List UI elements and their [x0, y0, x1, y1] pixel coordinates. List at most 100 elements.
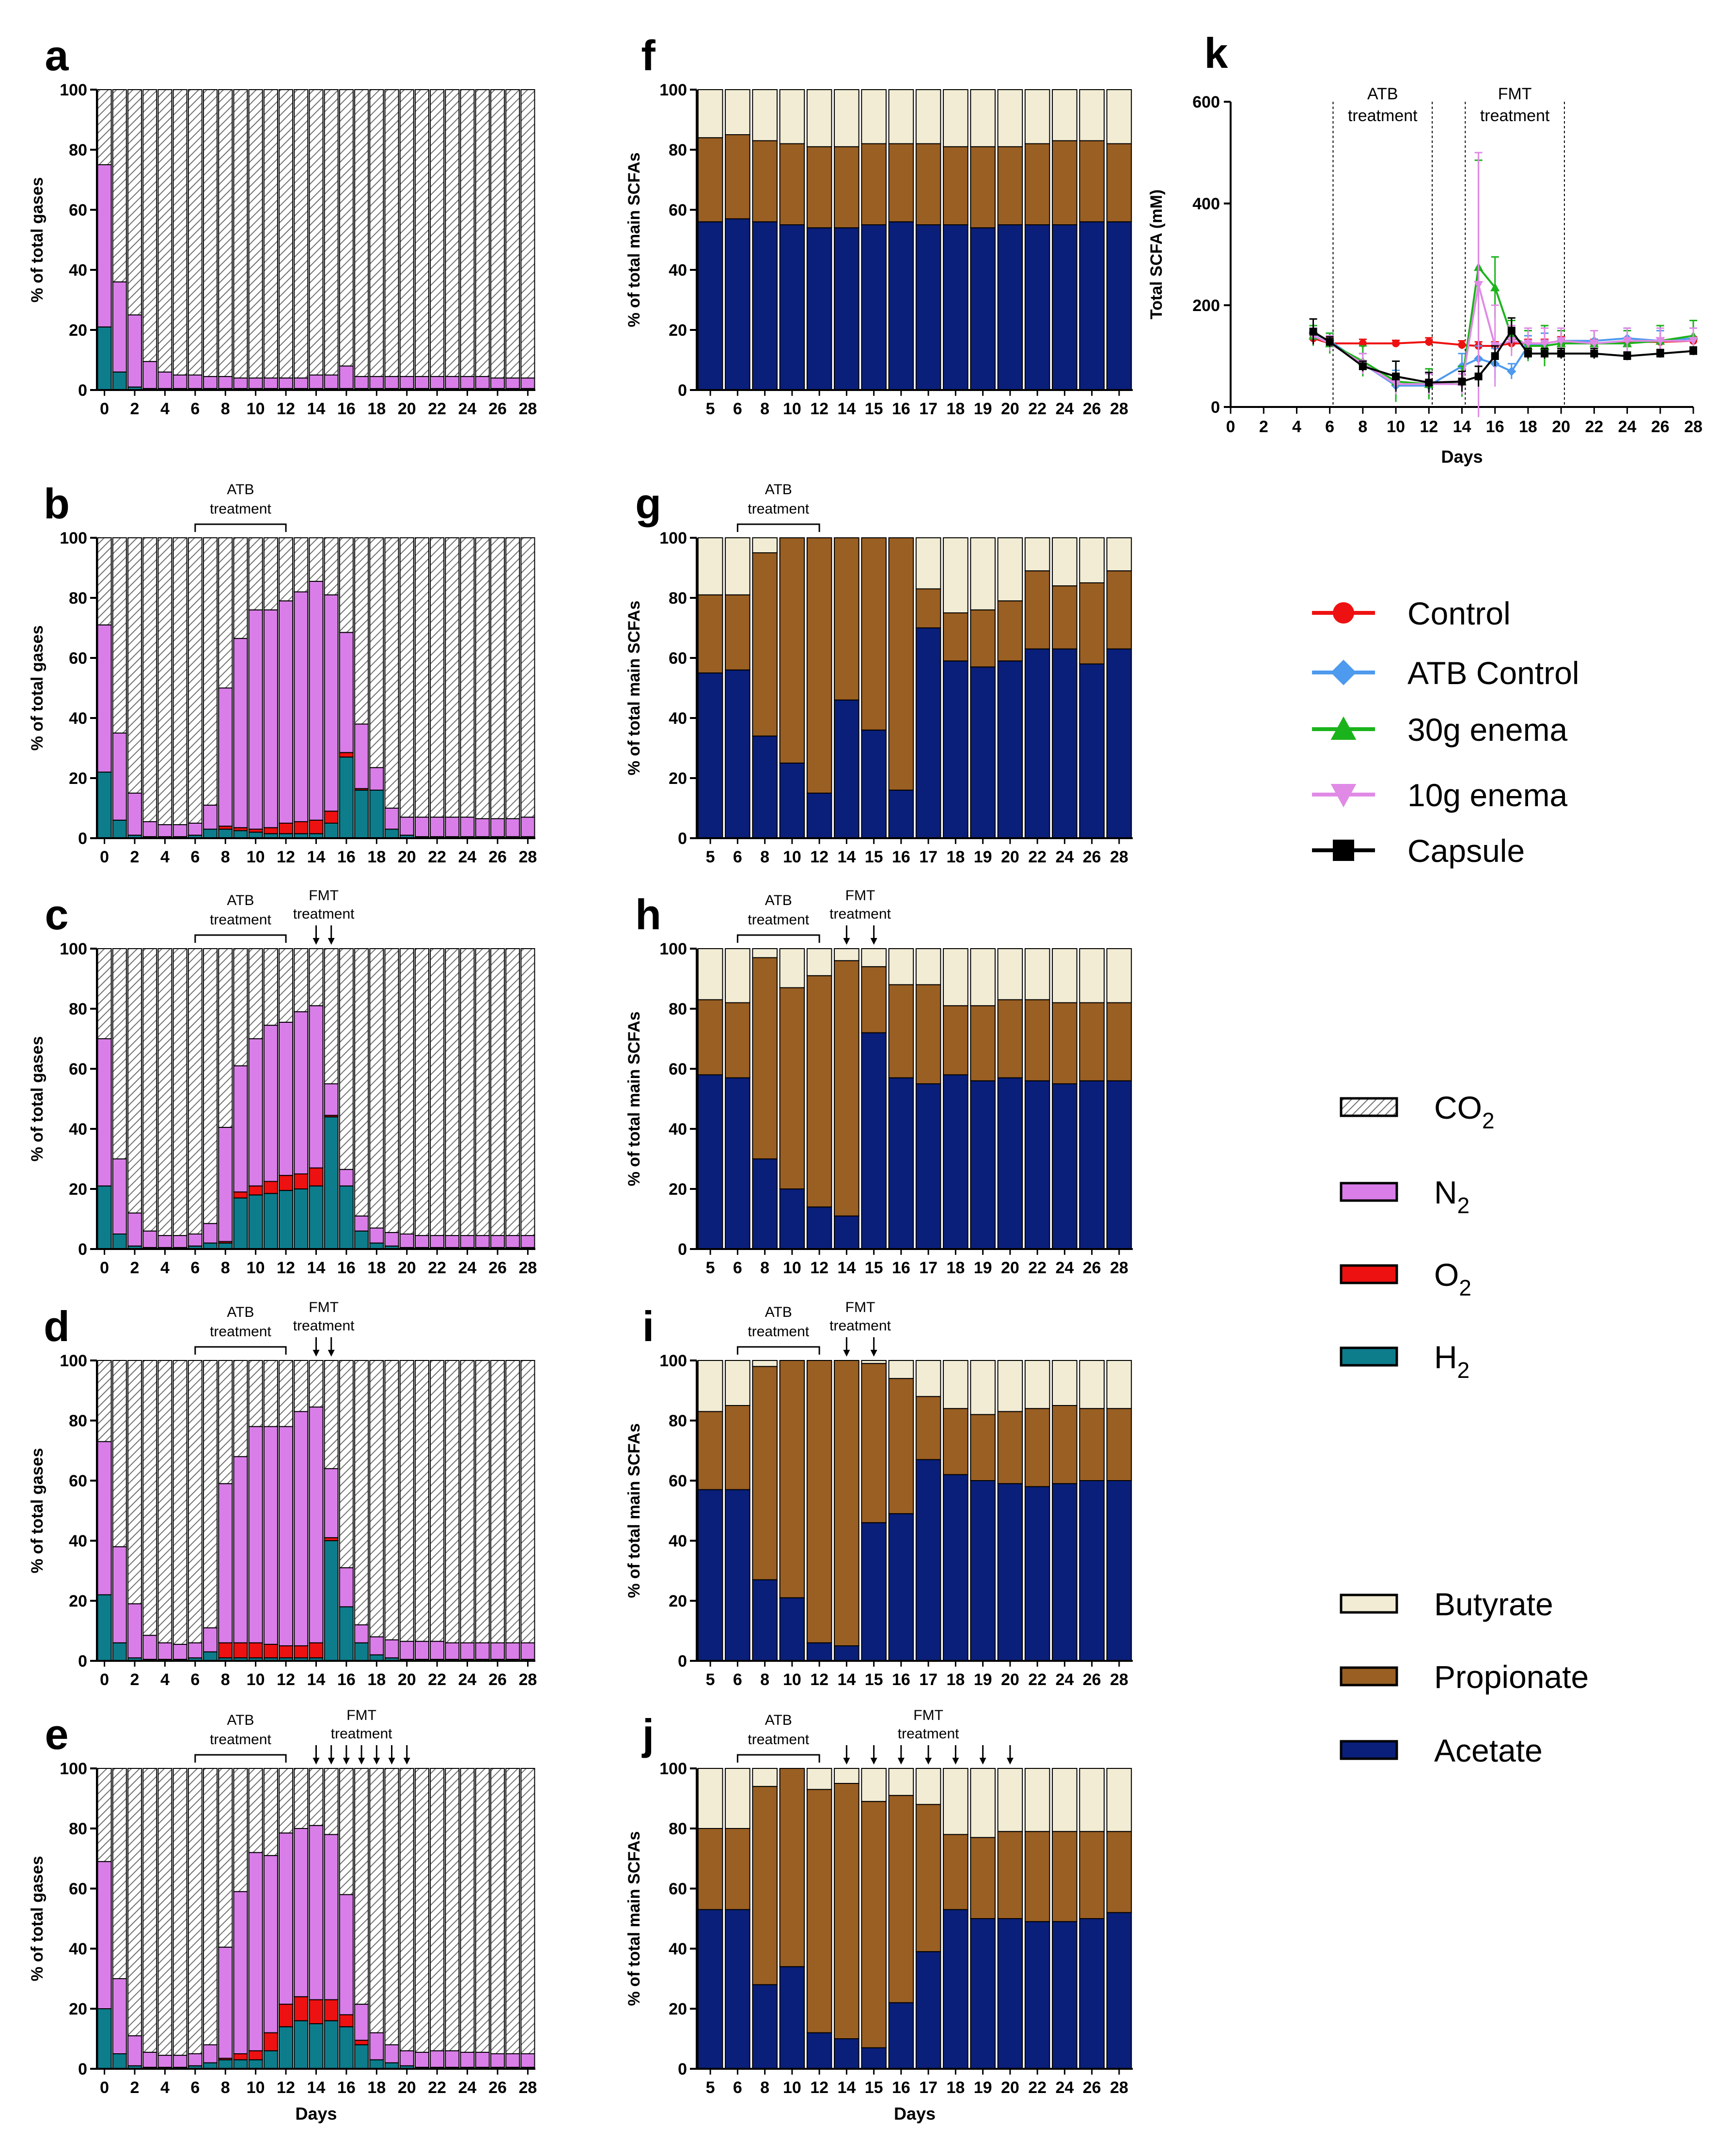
x-tick-label: 15 [865, 2078, 883, 2097]
bar-segment-propionate [888, 537, 914, 791]
bar-segment-h2 [324, 1540, 339, 1661]
bar-segment-n2 [339, 1169, 354, 1187]
bar-segment-n2 [263, 1025, 278, 1182]
bar-segment-co2 [309, 537, 324, 582]
atb-bracket [736, 523, 820, 532]
bar-segment-n2 [475, 1642, 490, 1660]
data-point [1326, 338, 1334, 346]
x-tick-label: 18 [367, 2078, 386, 2097]
x-tick-label: 5 [706, 848, 715, 866]
x-tick-label: 14 [1453, 418, 1471, 436]
bar-segment-propionate [725, 1002, 750, 1078]
bar-segment-co2 [475, 1360, 490, 1643]
x-tick-label: 4 [160, 2078, 170, 2097]
bar-segment-butyrate [997, 948, 1023, 1000]
bar-segment-propionate [725, 1828, 750, 1910]
x-tick-label: 18 [1519, 418, 1537, 436]
x-tick-label: 0 [100, 848, 109, 866]
x-tick-label: 24 [458, 1671, 477, 1689]
bar-segment-co2 [339, 948, 354, 1170]
y-tick-label: 60 [69, 649, 87, 668]
legend-item-co2: CO2 [1340, 1090, 1495, 1133]
bar-segment-propionate [970, 1005, 996, 1081]
bar-segment-n2 [97, 1861, 112, 2009]
bar-segment-propionate [697, 137, 723, 222]
bar-segment-co2 [520, 1768, 535, 2054]
bar-segment-propionate [1052, 1405, 1078, 1484]
bar-segment-co2 [127, 89, 142, 315]
bar-segment-n2 [218, 1126, 233, 1242]
data-point [1523, 339, 1533, 348]
bar-segment-acetate [725, 1909, 750, 2069]
bar-segment-propionate [1052, 140, 1078, 225]
data-point [1490, 282, 1500, 292]
bar-segment-propionate [697, 594, 723, 674]
y-tick-label: 20 [69, 2000, 87, 2018]
legend-label: N2 [1434, 1174, 1469, 1218]
x-tick-label: 16 [892, 1671, 910, 1689]
bar-segment-co2 [248, 89, 263, 379]
x-tick-label: 2 [130, 848, 140, 866]
bar-segment-propionate [806, 1789, 832, 2033]
x-tick-label: 16 [892, 848, 910, 866]
bar-segment-butyrate [1024, 89, 1050, 144]
x-tick-label: 16 [1486, 418, 1504, 436]
bar-segment-acetate [779, 1966, 805, 2069]
x-tick-label: 20 [1001, 1671, 1019, 1689]
x-tick-label: 15 [865, 1259, 883, 1277]
bar-segment-butyrate [861, 1360, 887, 1364]
x-tick-label: 6 [733, 2078, 742, 2097]
bar-segment-butyrate [1106, 89, 1132, 144]
bar-segment-n2 [505, 1642, 520, 1660]
bar-segment-co2 [172, 1768, 187, 2056]
bar-segment-acetate [834, 1215, 859, 1250]
bar-segment-n2 [112, 1546, 127, 1643]
x-tick-label: 24 [1055, 400, 1074, 418]
x-tick-label: 16 [337, 2078, 356, 2097]
x-tick-label: 22 [428, 1671, 446, 1689]
bar-segment-acetate [834, 227, 859, 391]
x-tick-label: 6 [190, 1671, 200, 1689]
bar-segment-n2 [157, 1642, 172, 1660]
bar-segment-n2 [233, 1891, 248, 2054]
bar-segment-o2 [279, 1645, 294, 1658]
bar-segment-acetate [1106, 648, 1132, 839]
bar-segment-n2 [172, 2055, 187, 2068]
x-tick-label: 12 [277, 2078, 295, 2097]
bar-segment-n2 [384, 1232, 399, 1247]
bar-segment-propionate [943, 1408, 969, 1475]
x-tick-label: 20 [398, 848, 416, 866]
x-tick-label: 22 [1028, 1671, 1047, 1689]
bar-segment-h2 [97, 771, 112, 839]
bar-segment-acetate [779, 224, 805, 391]
panel-j: j % of total main SCFAs 0 20 40 60 80 100 5 6 8 10 1… [625, 1707, 1133, 2124]
bar-segment-propionate [779, 1360, 805, 1598]
y-axis-label: % of total main SCFAs [625, 1423, 643, 1598]
x-tick-label: 14 [307, 400, 326, 418]
bar-segment-butyrate [806, 1768, 832, 1790]
bar-segment-propionate [779, 987, 805, 1189]
bar-segment-h2 [339, 756, 354, 839]
x-tick-label: 24 [458, 1259, 477, 1277]
fmt-label: treatment [829, 1318, 891, 1334]
bar-segment-co2 [369, 89, 384, 377]
x-tick-label: 8 [221, 400, 230, 418]
bar-segment-acetate [915, 224, 941, 391]
bar-segment-n2 [430, 816, 445, 837]
fmt-label: FMT [1498, 85, 1532, 103]
bar-segment-co2 [475, 1768, 490, 2053]
bar-segment-n2 [384, 1639, 399, 1658]
y-tick-label: 20 [69, 321, 87, 340]
fmt-arrow-head [358, 1758, 365, 1765]
data-point [1623, 352, 1631, 360]
bar-segment-n2 [279, 1426, 294, 1646]
bar-segment-h2 [112, 1642, 127, 1662]
bar-segment-n2 [218, 1483, 233, 1643]
x-tick-label: 28 [1684, 418, 1703, 436]
x-tick-label: 20 [398, 400, 416, 418]
bar-segment-o2 [233, 1642, 248, 1658]
x-tick-label: 24 [1618, 418, 1637, 436]
x-tick-label: 26 [1083, 2078, 1101, 2097]
bar-segment-co2 [384, 537, 399, 809]
bar-segment-co2 [414, 537, 429, 818]
